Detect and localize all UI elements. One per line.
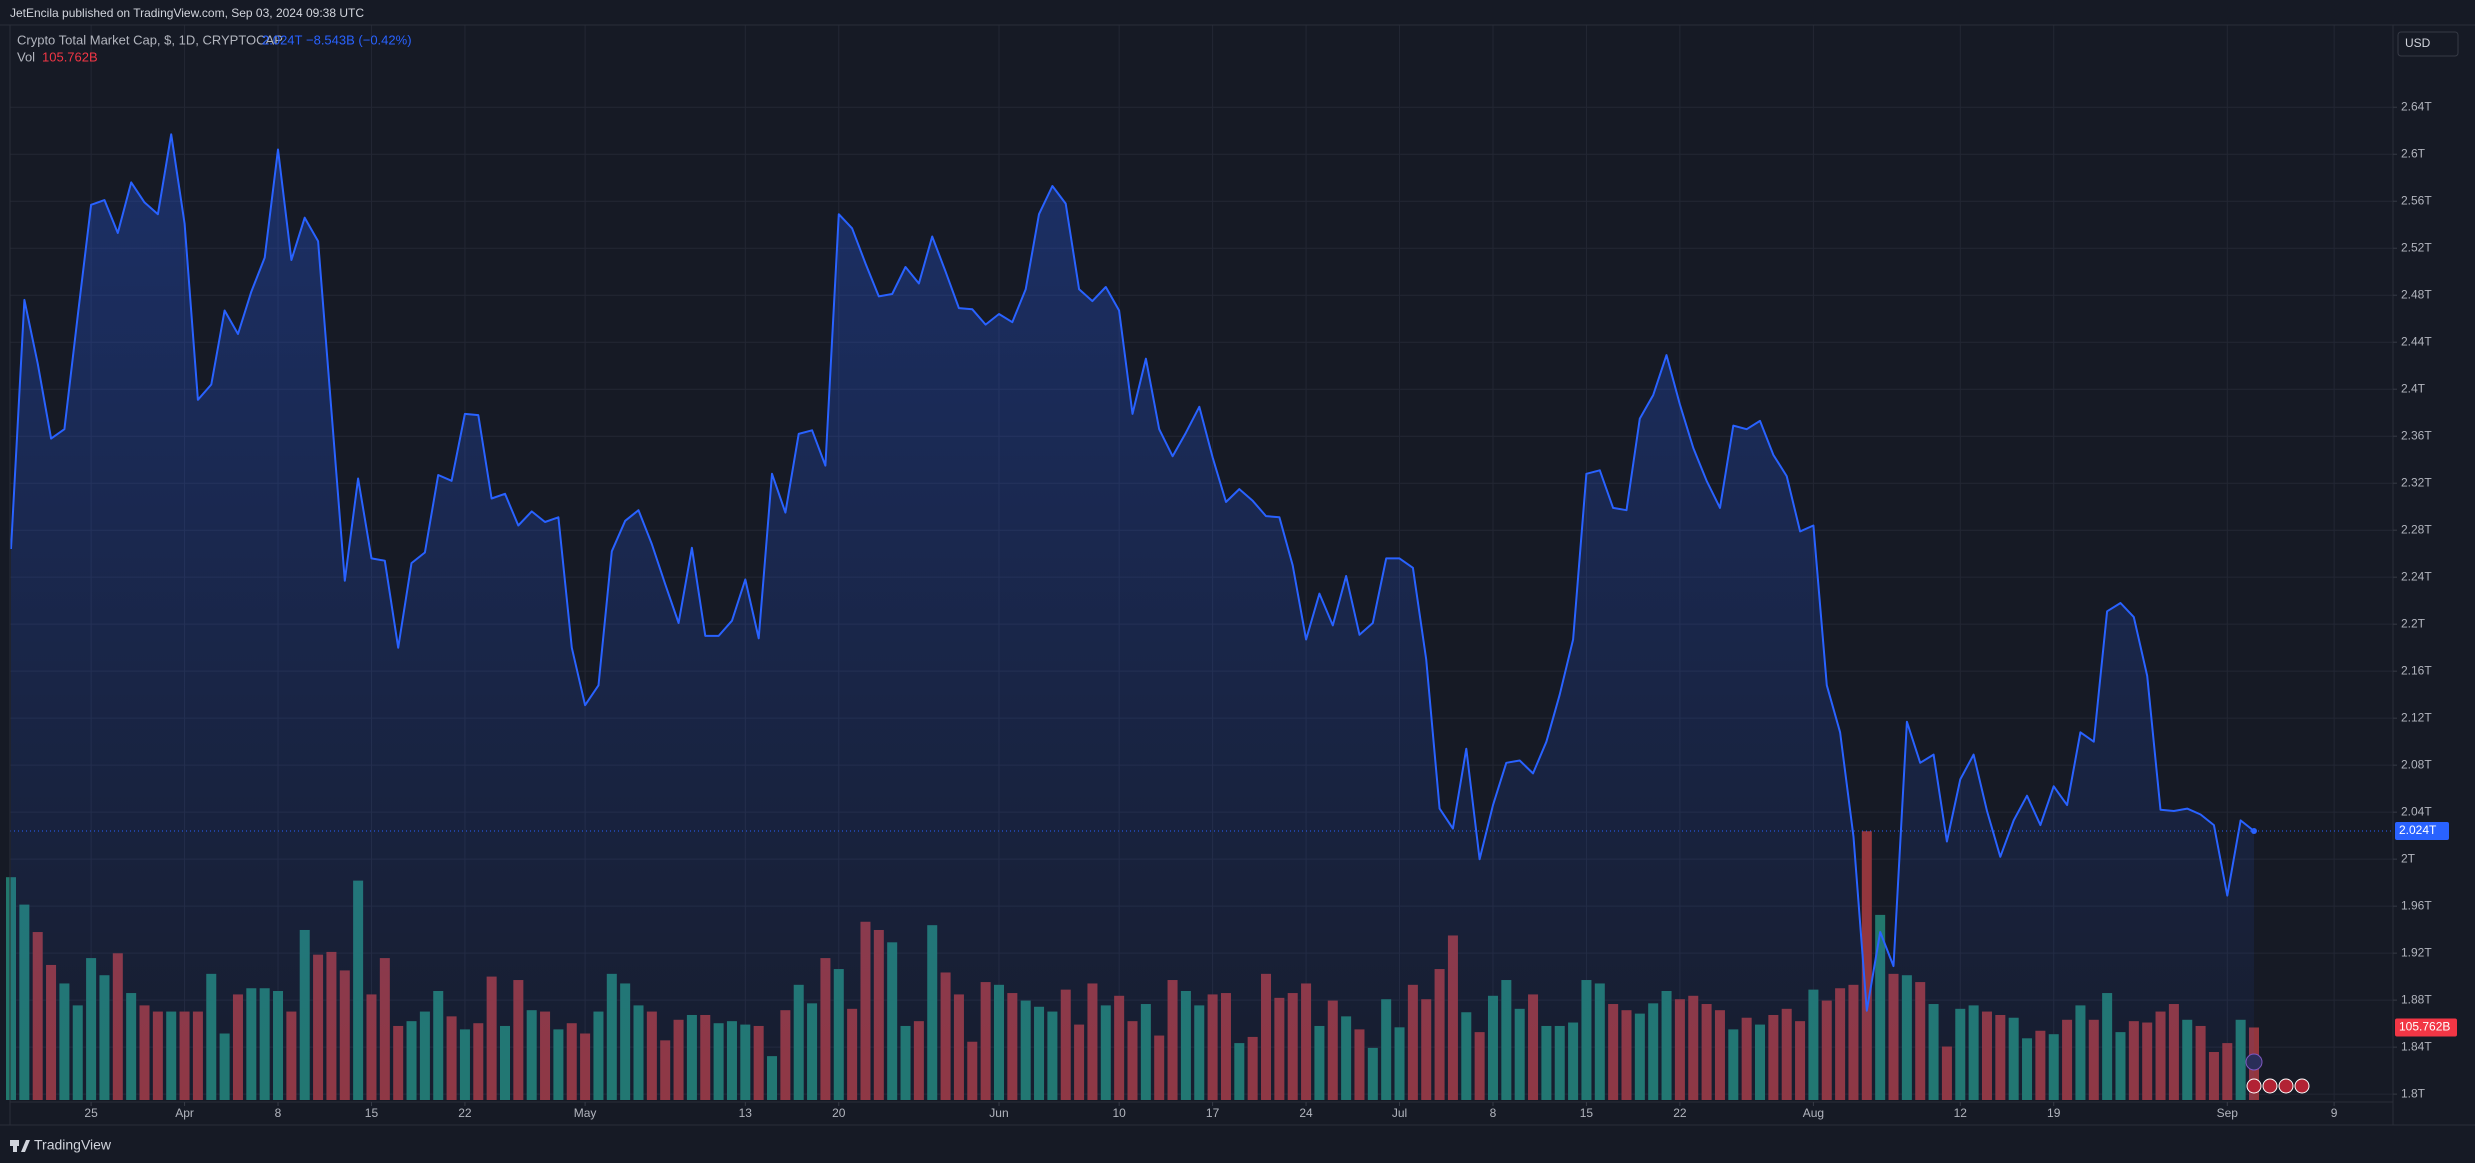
legend-volume-value: 105.762B <box>42 49 98 64</box>
legend-change: −8.543B (−0.42%) <box>306 32 412 47</box>
event-flag[interactable] <box>2278 1078 2294 1094</box>
last-point <box>2251 827 2257 834</box>
x-tick-label: Apr <box>175 1106 194 1120</box>
price-layer <box>10 133 2393 1101</box>
last-price-box <box>2395 821 2449 840</box>
x-tick-label: Jul <box>1392 1106 1407 1120</box>
y-tick-label: 2.12T <box>2401 710 2432 724</box>
currency[interactable]: USD <box>2405 36 2431 50</box>
chart-title: Crypto Total Market Cap, $, 1D, CRYPTOCA… <box>17 32 283 47</box>
x-tick-label: 15 <box>365 1106 379 1120</box>
x-tick-label: 22 <box>458 1106 472 1120</box>
y-tick-label: 1.92T <box>2401 945 2432 959</box>
last-price-label: 2.024T <box>2399 823 2437 837</box>
x-tick-label: 13 <box>739 1106 753 1120</box>
y-tick-label: 2.4T <box>2401 381 2426 395</box>
y-tick-label: 2.36T <box>2401 428 2432 442</box>
y-tick-label: 1.8T <box>2401 1086 2426 1100</box>
y-tick-label: 2.64T <box>2401 99 2432 113</box>
price-line <box>10 133 2255 1012</box>
legend-last-price: 2.024T <box>262 32 303 47</box>
brand-logo[interactable] <box>10 1140 30 1152</box>
volume-bar <box>5 877 17 1100</box>
x-tick-label: 10 <box>1112 1106 1126 1120</box>
event-icon[interactable] <box>2245 1053 2263 1071</box>
y-tick-label: 1.88T <box>2401 992 2432 1006</box>
last-volume-box <box>2395 1018 2457 1037</box>
x-tick-label: Aug <box>1803 1106 1824 1120</box>
x-tick-label: Jun <box>989 1106 1008 1120</box>
y-tick-label: 1.96T <box>2401 898 2432 912</box>
brand[interactable]: TradingView <box>34 1137 112 1153</box>
volume-bar <box>1861 831 1872 1100</box>
y-tick-label: 2.32T <box>2401 475 2432 489</box>
y-tick-label: 2.16T <box>2401 663 2432 677</box>
legend-volume-name: Vol <box>17 49 35 64</box>
y-tick-label: 2.04T <box>2401 804 2432 818</box>
y-tick-label: 2.24T <box>2401 569 2432 583</box>
x-tick-label: May <box>574 1106 597 1120</box>
x-tick-label: 8 <box>275 1106 282 1120</box>
x-tick-label: 15 <box>1580 1106 1594 1120</box>
y-tick-label: 2.56T <box>2401 193 2432 207</box>
area-fill <box>11 134 2254 1101</box>
y-tick-label: 2.08T <box>2401 757 2432 771</box>
x-tick-label: 25 <box>84 1106 98 1120</box>
currency-box[interactable] <box>2397 31 2459 57</box>
x-tick-label: 12 <box>1954 1106 1968 1120</box>
y-tick-label: 2.28T <box>2401 522 2432 536</box>
y-tick-label: 1.84T <box>2401 1039 2432 1053</box>
event-flag[interactable] <box>2294 1078 2310 1094</box>
logo-part <box>21 1140 30 1152</box>
event-flag[interactable] <box>2262 1078 2278 1094</box>
y-tick-label: 2.52T <box>2401 240 2432 254</box>
event-flag[interactable] <box>2246 1078 2262 1094</box>
axes: 1.8T 1.84T 1.88T 1.92T 1.96T 2T 2.04T 2.08T 2.12… <box>84 99 2457 1120</box>
y-tick-label: 2T <box>2401 851 2416 865</box>
x-tick-label: Sep <box>2217 1106 2239 1120</box>
x-tick-label: 17 <box>1206 1106 1220 1120</box>
y-tick-label: 2.2T <box>2401 616 2426 630</box>
x-tick-label: 20 <box>832 1106 846 1120</box>
y-tick-label: 2.48T <box>2401 287 2432 301</box>
y-tick-label: 2.44T <box>2401 334 2432 348</box>
x-tick-label: 9 <box>2331 1106 2338 1120</box>
x-tick-label: 8 <box>1490 1106 1497 1120</box>
publisher: JetEncila published on TradingView.com, … <box>10 6 364 20</box>
logo-part <box>13 1140 17 1152</box>
y-tick-label: 2.6T <box>2401 146 2426 160</box>
x-tick-label: 22 <box>1673 1106 1687 1120</box>
x-tick-label: 24 <box>1299 1106 1313 1120</box>
last-volume-label: 105.762B <box>2399 1020 2450 1034</box>
x-tick-label: 19 <box>2047 1106 2061 1120</box>
